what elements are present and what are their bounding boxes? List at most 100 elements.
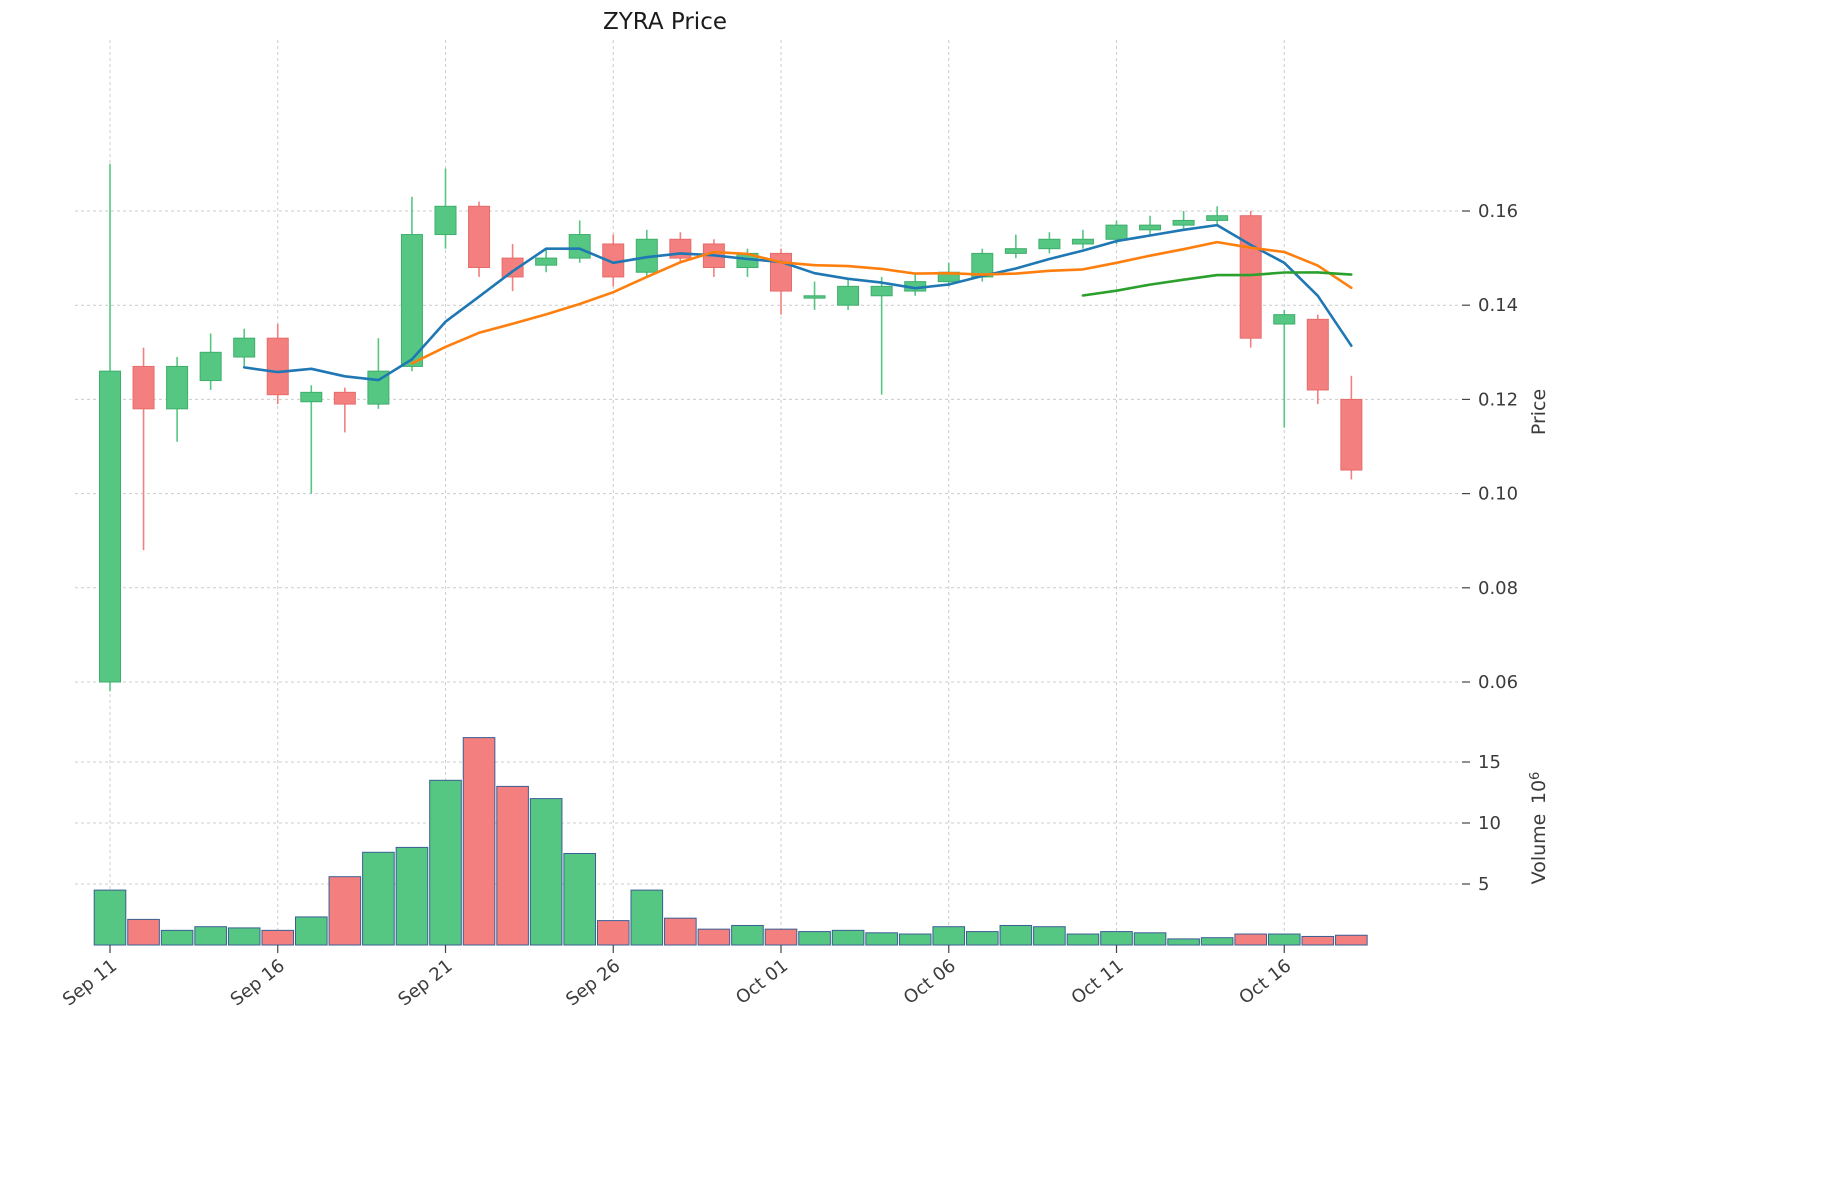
volume-bar	[227, 927, 261, 946]
candle-body	[99, 370, 121, 683]
volume-bar	[999, 924, 1033, 946]
candle-body	[468, 205, 491, 269]
volume-bar	[93, 889, 127, 946]
candle	[1105, 220, 1128, 244]
x-tick-label: Sep 26	[562, 955, 624, 1010]
price-tick-label: 0.14	[1478, 295, 1518, 316]
volume-tick-label: 15	[1478, 752, 1501, 773]
candle	[1340, 375, 1363, 480]
volume-bar	[429, 779, 462, 946]
volume-bar	[563, 853, 597, 946]
candle-body	[434, 205, 457, 236]
volume-bar	[630, 889, 664, 946]
svg-text:Sep 16: Sep 16	[227, 955, 289, 1010]
volume-bar	[1335, 934, 1368, 946]
volume-bar	[395, 846, 429, 946]
candle	[602, 234, 625, 287]
candle-body	[333, 391, 356, 405]
volume-bar	[865, 932, 898, 946]
candle-body	[1071, 238, 1094, 245]
volume-bar	[1301, 935, 1335, 946]
candle	[535, 248, 558, 273]
x-tick-label: Oct 11	[1068, 955, 1128, 1008]
volume-bar	[1066, 933, 1100, 946]
candle	[1306, 314, 1329, 405]
svg-text:Sep 11: Sep 11	[59, 955, 121, 1010]
volume-bar	[932, 926, 966, 946]
candles-layer	[99, 163, 1363, 692]
svg-text:Oct 06: Oct 06	[900, 955, 960, 1008]
candle	[132, 347, 155, 551]
volume-bar	[664, 917, 697, 946]
candle	[1139, 215, 1162, 235]
candle-body	[535, 257, 558, 266]
candle	[568, 220, 591, 263]
candle	[803, 281, 826, 310]
candle	[635, 229, 658, 277]
volume-bar	[127, 918, 160, 946]
volume-bar	[898, 933, 932, 946]
volume-bar	[1167, 938, 1200, 946]
volume-bar	[160, 929, 194, 946]
candle	[1004, 234, 1027, 259]
svg-text:Oct 11: Oct 11	[1068, 955, 1128, 1008]
price-tick-label: 0.10	[1478, 484, 1518, 505]
candle-body	[199, 351, 222, 382]
volume-bar	[1234, 933, 1268, 946]
volume-bar	[496, 785, 529, 946]
x-tick-label: Sep 11	[59, 955, 121, 1010]
candle-body	[1273, 314, 1296, 325]
price-tick-label: 0.06	[1478, 672, 1518, 693]
volume-bar	[462, 737, 496, 946]
candle	[1071, 229, 1094, 249]
candle-body	[1340, 398, 1363, 471]
ma5-line	[242, 223, 1353, 382]
candle-body	[568, 234, 591, 259]
volume-bar	[764, 928, 798, 946]
candle-body	[1038, 238, 1061, 250]
price-tick-label: 0.08	[1478, 578, 1518, 599]
price-axis-title: Price	[1528, 389, 1550, 435]
volume-bars-layer	[93, 737, 1368, 946]
candle-body	[1172, 219, 1195, 226]
candle-body	[233, 337, 256, 358]
candle	[837, 279, 860, 310]
candle	[870, 276, 893, 395]
volume-bar	[798, 931, 831, 946]
candle	[300, 385, 323, 494]
candle-body	[870, 285, 893, 297]
x-tick-label: Oct 16	[1235, 955, 1295, 1008]
candle-body	[1139, 224, 1162, 231]
volume-bar	[328, 876, 362, 946]
candle	[1172, 211, 1195, 230]
candle	[199, 333, 222, 390]
candle-body	[770, 252, 792, 292]
volume-bar	[831, 929, 865, 946]
volume-bar	[596, 920, 630, 946]
candle-body	[400, 234, 423, 367]
candle	[99, 163, 121, 692]
candle	[434, 168, 457, 249]
candle-body	[1239, 215, 1262, 339]
volume-bar	[529, 798, 563, 946]
candle	[501, 243, 524, 292]
volume-bar	[1267, 933, 1301, 946]
candle	[702, 239, 725, 277]
candle	[1038, 232, 1061, 254]
volume-bar	[295, 916, 328, 946]
volume-bar	[362, 851, 395, 946]
candle-body	[501, 257, 524, 278]
grid-layer	[75, 40, 1460, 945]
candle	[233, 328, 256, 367]
ma30-line	[1081, 271, 1353, 297]
chart-title: ZYRA Price	[602, 9, 727, 35]
volume-tick-label: 5	[1478, 874, 1489, 895]
candle	[333, 387, 356, 433]
candle-body	[266, 337, 289, 396]
volume-tick-label: 10	[1478, 813, 1501, 834]
volume-bar	[697, 928, 731, 946]
candle-body	[300, 391, 323, 403]
x-tick-label: Sep 21	[394, 955, 456, 1010]
volume-bar	[194, 926, 227, 946]
